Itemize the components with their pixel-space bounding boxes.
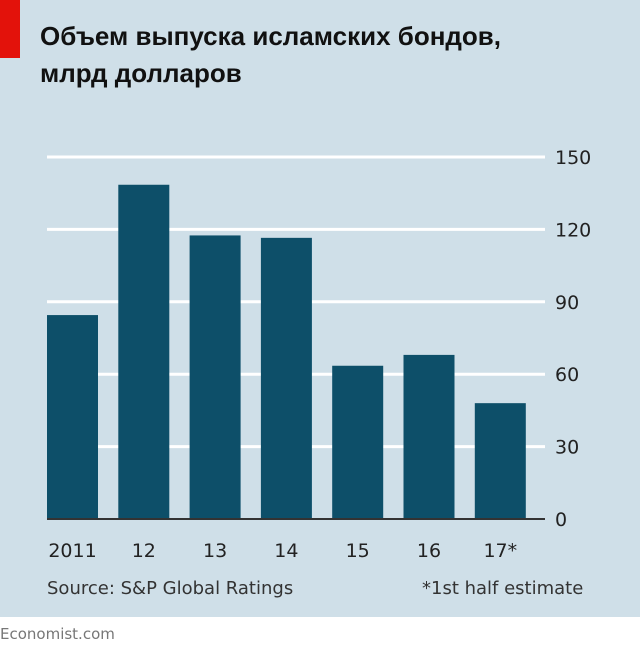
x-tick-label: 12	[132, 540, 156, 562]
x-tick-label: 13	[203, 540, 227, 562]
economist-logo: Economist.com	[0, 625, 115, 643]
red-accent-bar	[0, 0, 20, 58]
bar-12	[118, 184, 170, 519]
x-tick-label: 16	[417, 540, 441, 562]
bar-17	[474, 403, 526, 519]
chart-panel	[0, 0, 640, 617]
y-tick-label: 0	[555, 509, 567, 531]
source-note: Source: S&P Global Ratings	[47, 578, 294, 599]
title-line-2: млрд долларов	[40, 58, 242, 88]
x-tick-label: 14	[274, 540, 298, 562]
y-tick-label: 120	[555, 219, 591, 241]
bar-16	[403, 354, 455, 519]
y-tick-label: 60	[555, 364, 579, 386]
title-line-1: Объем выпуска исламских бондов,	[40, 21, 502, 51]
y-tick-label: 150	[555, 147, 591, 169]
x-tick-label: 17*	[483, 540, 517, 562]
y-tick-label: 90	[555, 292, 579, 314]
bar-13	[189, 235, 241, 519]
x-tick-label: 2011	[48, 540, 96, 562]
bar-15	[332, 365, 384, 519]
chart-title: Объем выпуска исламских бондов, млрд дол…	[40, 18, 620, 92]
y-tick-label: 30	[555, 437, 579, 459]
footnote: *1st half estimate	[422, 578, 584, 599]
bar-14	[260, 237, 312, 519]
x-tick-label: 15	[346, 540, 370, 562]
bar-2011	[47, 315, 98, 519]
